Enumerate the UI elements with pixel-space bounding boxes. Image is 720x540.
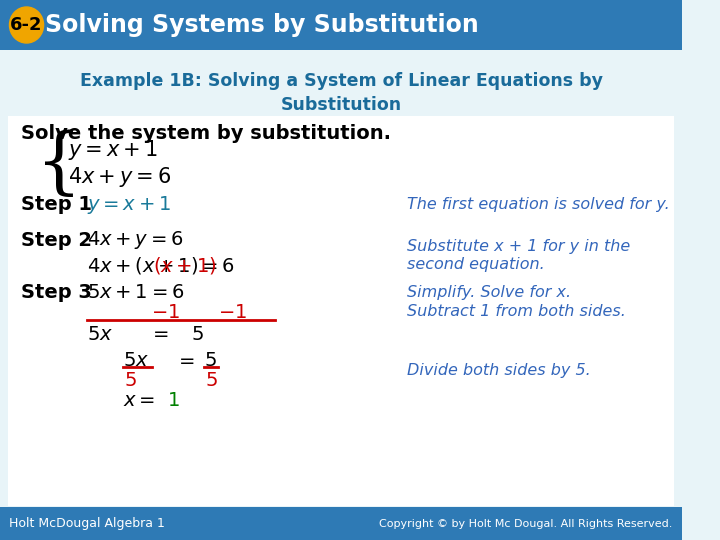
Text: $x =$: $x =$	[123, 390, 156, 409]
Text: $4x + (x + 1) = 6$: $4x + (x + 1) = 6$	[87, 254, 235, 275]
FancyBboxPatch shape	[0, 0, 682, 50]
Text: $5$: $5$	[125, 370, 137, 389]
Text: Solve the system by substitution.: Solve the system by substitution.	[21, 124, 391, 143]
Text: Example 1B: Solving a System of Linear Equations by
Substitution: Example 1B: Solving a System of Linear E…	[79, 72, 603, 113]
Text: Copyright © by Holt Mc Dougal. All Rights Reserved.: Copyright © by Holt Mc Dougal. All Right…	[379, 519, 672, 529]
Text: Subtract 1 from both sides.: Subtract 1 from both sides.	[408, 305, 626, 320]
FancyBboxPatch shape	[0, 50, 682, 508]
Text: $y = x + 1$: $y = x + 1$	[87, 194, 171, 216]
Text: Step 2: Step 2	[21, 231, 92, 249]
Text: Holt McDougal Algebra 1: Holt McDougal Algebra 1	[9, 517, 166, 530]
Text: second equation.: second equation.	[408, 258, 545, 273]
Text: $y = x + 1$: $y = x + 1$	[68, 138, 158, 162]
Text: $1$: $1$	[167, 390, 179, 409]
Text: $4x + y = 6$: $4x + y = 6$	[87, 229, 184, 251]
Text: $(x + 1)$: $(x + 1)$	[153, 254, 216, 275]
Text: $5$: $5$	[205, 370, 217, 389]
Text: 6-2: 6-2	[10, 16, 42, 34]
Text: $-1$: $-1$	[217, 302, 246, 321]
Text: Substitute x + 1 for y in the: Substitute x + 1 for y in the	[408, 240, 631, 254]
Text: Step 3: Step 3	[21, 282, 91, 301]
FancyBboxPatch shape	[8, 116, 675, 506]
Circle shape	[9, 7, 44, 43]
FancyBboxPatch shape	[0, 507, 682, 540]
Text: $5x$: $5x$	[123, 350, 149, 369]
Text: $4x + y = 6$: $4x + y = 6$	[68, 165, 171, 189]
Text: Simplify. Solve for x.: Simplify. Solve for x.	[408, 285, 572, 300]
Text: $-1$: $-1$	[151, 302, 180, 321]
Text: Solving Systems by Substitution: Solving Systems by Substitution	[45, 13, 480, 37]
Text: $5x + 1 = 6$: $5x + 1 = 6$	[87, 282, 184, 301]
Text: {: {	[36, 130, 82, 200]
Text: $5x \quad\quad = \quad 5$: $5x \quad\quad = \quad 5$	[87, 326, 204, 345]
Text: $5$: $5$	[204, 350, 217, 369]
Text: $=$: $=$	[175, 350, 195, 369]
Text: Divide both sides by 5.: Divide both sides by 5.	[408, 362, 591, 377]
Text: The first equation is solved for y.: The first equation is solved for y.	[408, 198, 670, 213]
Text: Step 1: Step 1	[21, 195, 92, 214]
